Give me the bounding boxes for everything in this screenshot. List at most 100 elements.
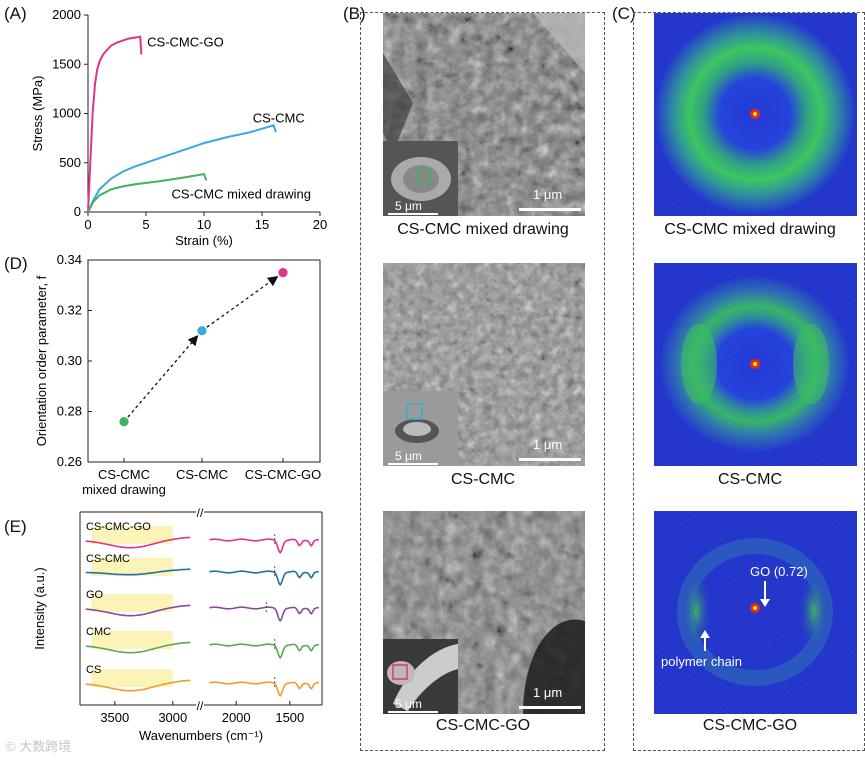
panel-label-c: (C) bbox=[612, 4, 636, 23]
inset-highlight-box bbox=[416, 168, 432, 184]
x-tick-label: 10 bbox=[197, 217, 211, 232]
x-tick-label: 3000 bbox=[158, 710, 187, 725]
ftir-spectra-chart: // // 3500 3000 2000 1500 Wavenumbers (cm⁻¹) In… bbox=[32, 506, 323, 743]
inset-scale-label: 5 μm bbox=[395, 199, 422, 213]
sem-image-mixed-drawing: 5 μm 1 μm bbox=[383, 13, 585, 216]
scale-label: 1 μm bbox=[533, 187, 563, 202]
y-tick-label: 0 bbox=[74, 204, 81, 219]
y-tick-label: 2000 bbox=[52, 7, 81, 22]
spectrum-high-0 bbox=[85, 536, 191, 549]
sem-image-cs-cmc-go: 5 μm 1 μm bbox=[383, 511, 585, 714]
spectrum-high-1 bbox=[85, 568, 191, 576]
x-tick-label: CS-CMC-GO bbox=[245, 467, 322, 482]
orientation-order-chart: 0.26 0.28 0.30 0.32 0.34 Orientation order pa… bbox=[34, 252, 322, 497]
series-label-2: CS-CMC mixed drawing bbox=[172, 186, 311, 201]
y-tick-label: 0.34 bbox=[57, 252, 82, 267]
scale-label: 1 μm bbox=[533, 685, 563, 700]
waxs-caption-mixed-drawing: CS-CMC mixed drawing bbox=[664, 221, 836, 238]
y-axis-label: Intensity (a.u.) bbox=[32, 567, 47, 649]
data-point-1 bbox=[196, 325, 208, 337]
x-tick-label: CS-CMC bbox=[176, 467, 228, 482]
axis-break-bottom: // bbox=[197, 699, 204, 713]
inset-scale-label: 5 μm bbox=[395, 697, 422, 711]
watermark: © 大数跨境 bbox=[6, 739, 72, 754]
sem-inset: 5 μm bbox=[383, 141, 458, 216]
waxs-pattern-cs-cmc bbox=[654, 263, 857, 466]
spectrum-high-2 bbox=[85, 604, 191, 617]
panel-label-a: (A) bbox=[4, 4, 27, 23]
y-tick-label: 1000 bbox=[52, 106, 81, 121]
y-tick-label: 0.28 bbox=[57, 404, 82, 419]
data-point-2 bbox=[277, 267, 289, 279]
spectrum-low-2 bbox=[209, 606, 319, 622]
sem-caption-cs-cmc: CS-CMC bbox=[451, 471, 515, 488]
series-label-0: CS-CMC-GO bbox=[86, 521, 151, 533]
panel-label-d: (D) bbox=[4, 254, 28, 273]
spectrum-high-4 bbox=[85, 679, 191, 692]
x-axis-label: Strain (%) bbox=[175, 233, 233, 248]
y-tick-label: 1500 bbox=[52, 56, 81, 71]
x-axis-label: Wavenumbers (cm⁻¹) bbox=[139, 728, 263, 743]
oh-band-highlight-4 bbox=[91, 669, 173, 687]
x-tick-label: 0 bbox=[84, 217, 91, 232]
waxs-pattern-mixed-drawing bbox=[654, 13, 857, 216]
spectrum-low-3 bbox=[209, 643, 319, 659]
polymer-chain-annotation: polymer chain bbox=[661, 654, 742, 669]
series-line-2 bbox=[87, 172, 208, 213]
inset-scale-bar bbox=[388, 463, 438, 465]
trend-arrow bbox=[127, 335, 199, 418]
y-tick-label: 0.30 bbox=[57, 353, 82, 368]
oh-band-highlight-1 bbox=[91, 558, 173, 576]
scale-label: 1 μm bbox=[533, 437, 563, 452]
series-label-3: CMC bbox=[86, 626, 111, 638]
panel-b-frame bbox=[360, 12, 605, 751]
series-label-0: CS-CMC-GO bbox=[147, 35, 224, 50]
inset-scale-bar bbox=[388, 711, 438, 713]
axis-break-top: // bbox=[197, 506, 204, 520]
x-tick-label: 2000 bbox=[222, 710, 251, 725]
scale-bar bbox=[519, 706, 581, 709]
series-line-1 bbox=[87, 124, 277, 213]
inset-highlight-box bbox=[406, 403, 423, 420]
spectrum-low-4 bbox=[209, 681, 319, 697]
data-point-0 bbox=[118, 416, 130, 428]
series-line-0 bbox=[87, 35, 143, 213]
y-axis-label: Orientation order parameter, f bbox=[34, 275, 49, 446]
waxs-pattern-cs-cmc-go: GO (0.72) polymer chain bbox=[654, 511, 857, 714]
series-label-2: GO bbox=[86, 589, 104, 601]
sem-inset: 5 μm bbox=[383, 391, 458, 466]
trend-arrow bbox=[206, 275, 279, 328]
stress-strain-chart: 0 5 10 15 20 0 500 1000 1500 2000 Strain (%) Stress… bbox=[30, 7, 327, 248]
oh-band-highlight-0 bbox=[91, 526, 173, 544]
series-label-1: CS-CMC bbox=[253, 110, 305, 125]
scale-bar bbox=[519, 458, 581, 461]
inset-scale-label: 5 μm bbox=[395, 449, 422, 463]
y-tick-label: 500 bbox=[59, 155, 81, 170]
x-tick-label: 20 bbox=[313, 217, 327, 232]
spectrum-low-1 bbox=[209, 570, 319, 586]
sem-image-cs-cmc: 5 μm 1 μm bbox=[383, 263, 585, 466]
sem-inset: 5 μm bbox=[383, 639, 458, 714]
oh-band-highlight-3 bbox=[91, 631, 173, 649]
x-tick-label: CS-CMC bbox=[98, 467, 150, 482]
sem-caption-mixed-drawing: CS-CMC mixed drawing bbox=[397, 221, 569, 238]
inset-highlight-box bbox=[392, 664, 408, 680]
series-label-4: CS bbox=[86, 664, 101, 676]
waxs-caption-cs-cmc-go: CS-CMC-GO bbox=[702, 717, 798, 734]
x-tick-label: 1500 bbox=[275, 710, 304, 725]
spectrum-high-3 bbox=[85, 641, 191, 654]
x-tick-label: mixed drawing bbox=[82, 482, 166, 497]
x-tick-label: 15 bbox=[255, 217, 269, 232]
waxs-caption-cs-cmc: CS-CMC bbox=[718, 471, 782, 488]
y-axis-label: Stress (MPa) bbox=[30, 76, 45, 152]
series-label-1: CS-CMC bbox=[86, 553, 130, 565]
x-tick-label: 3500 bbox=[100, 710, 129, 725]
y-tick-label: 0.26 bbox=[57, 454, 82, 469]
inset-scale-bar bbox=[388, 213, 438, 215]
go-annotation: GO (0.72) bbox=[750, 564, 808, 579]
y-tick-label: 0.32 bbox=[57, 303, 82, 318]
sem-caption-cs-cmc-go: CS-CMC-GO bbox=[435, 717, 531, 734]
oh-band-highlight-2 bbox=[91, 594, 173, 612]
plot-frame bbox=[87, 259, 321, 463]
scale-bar bbox=[519, 208, 581, 211]
